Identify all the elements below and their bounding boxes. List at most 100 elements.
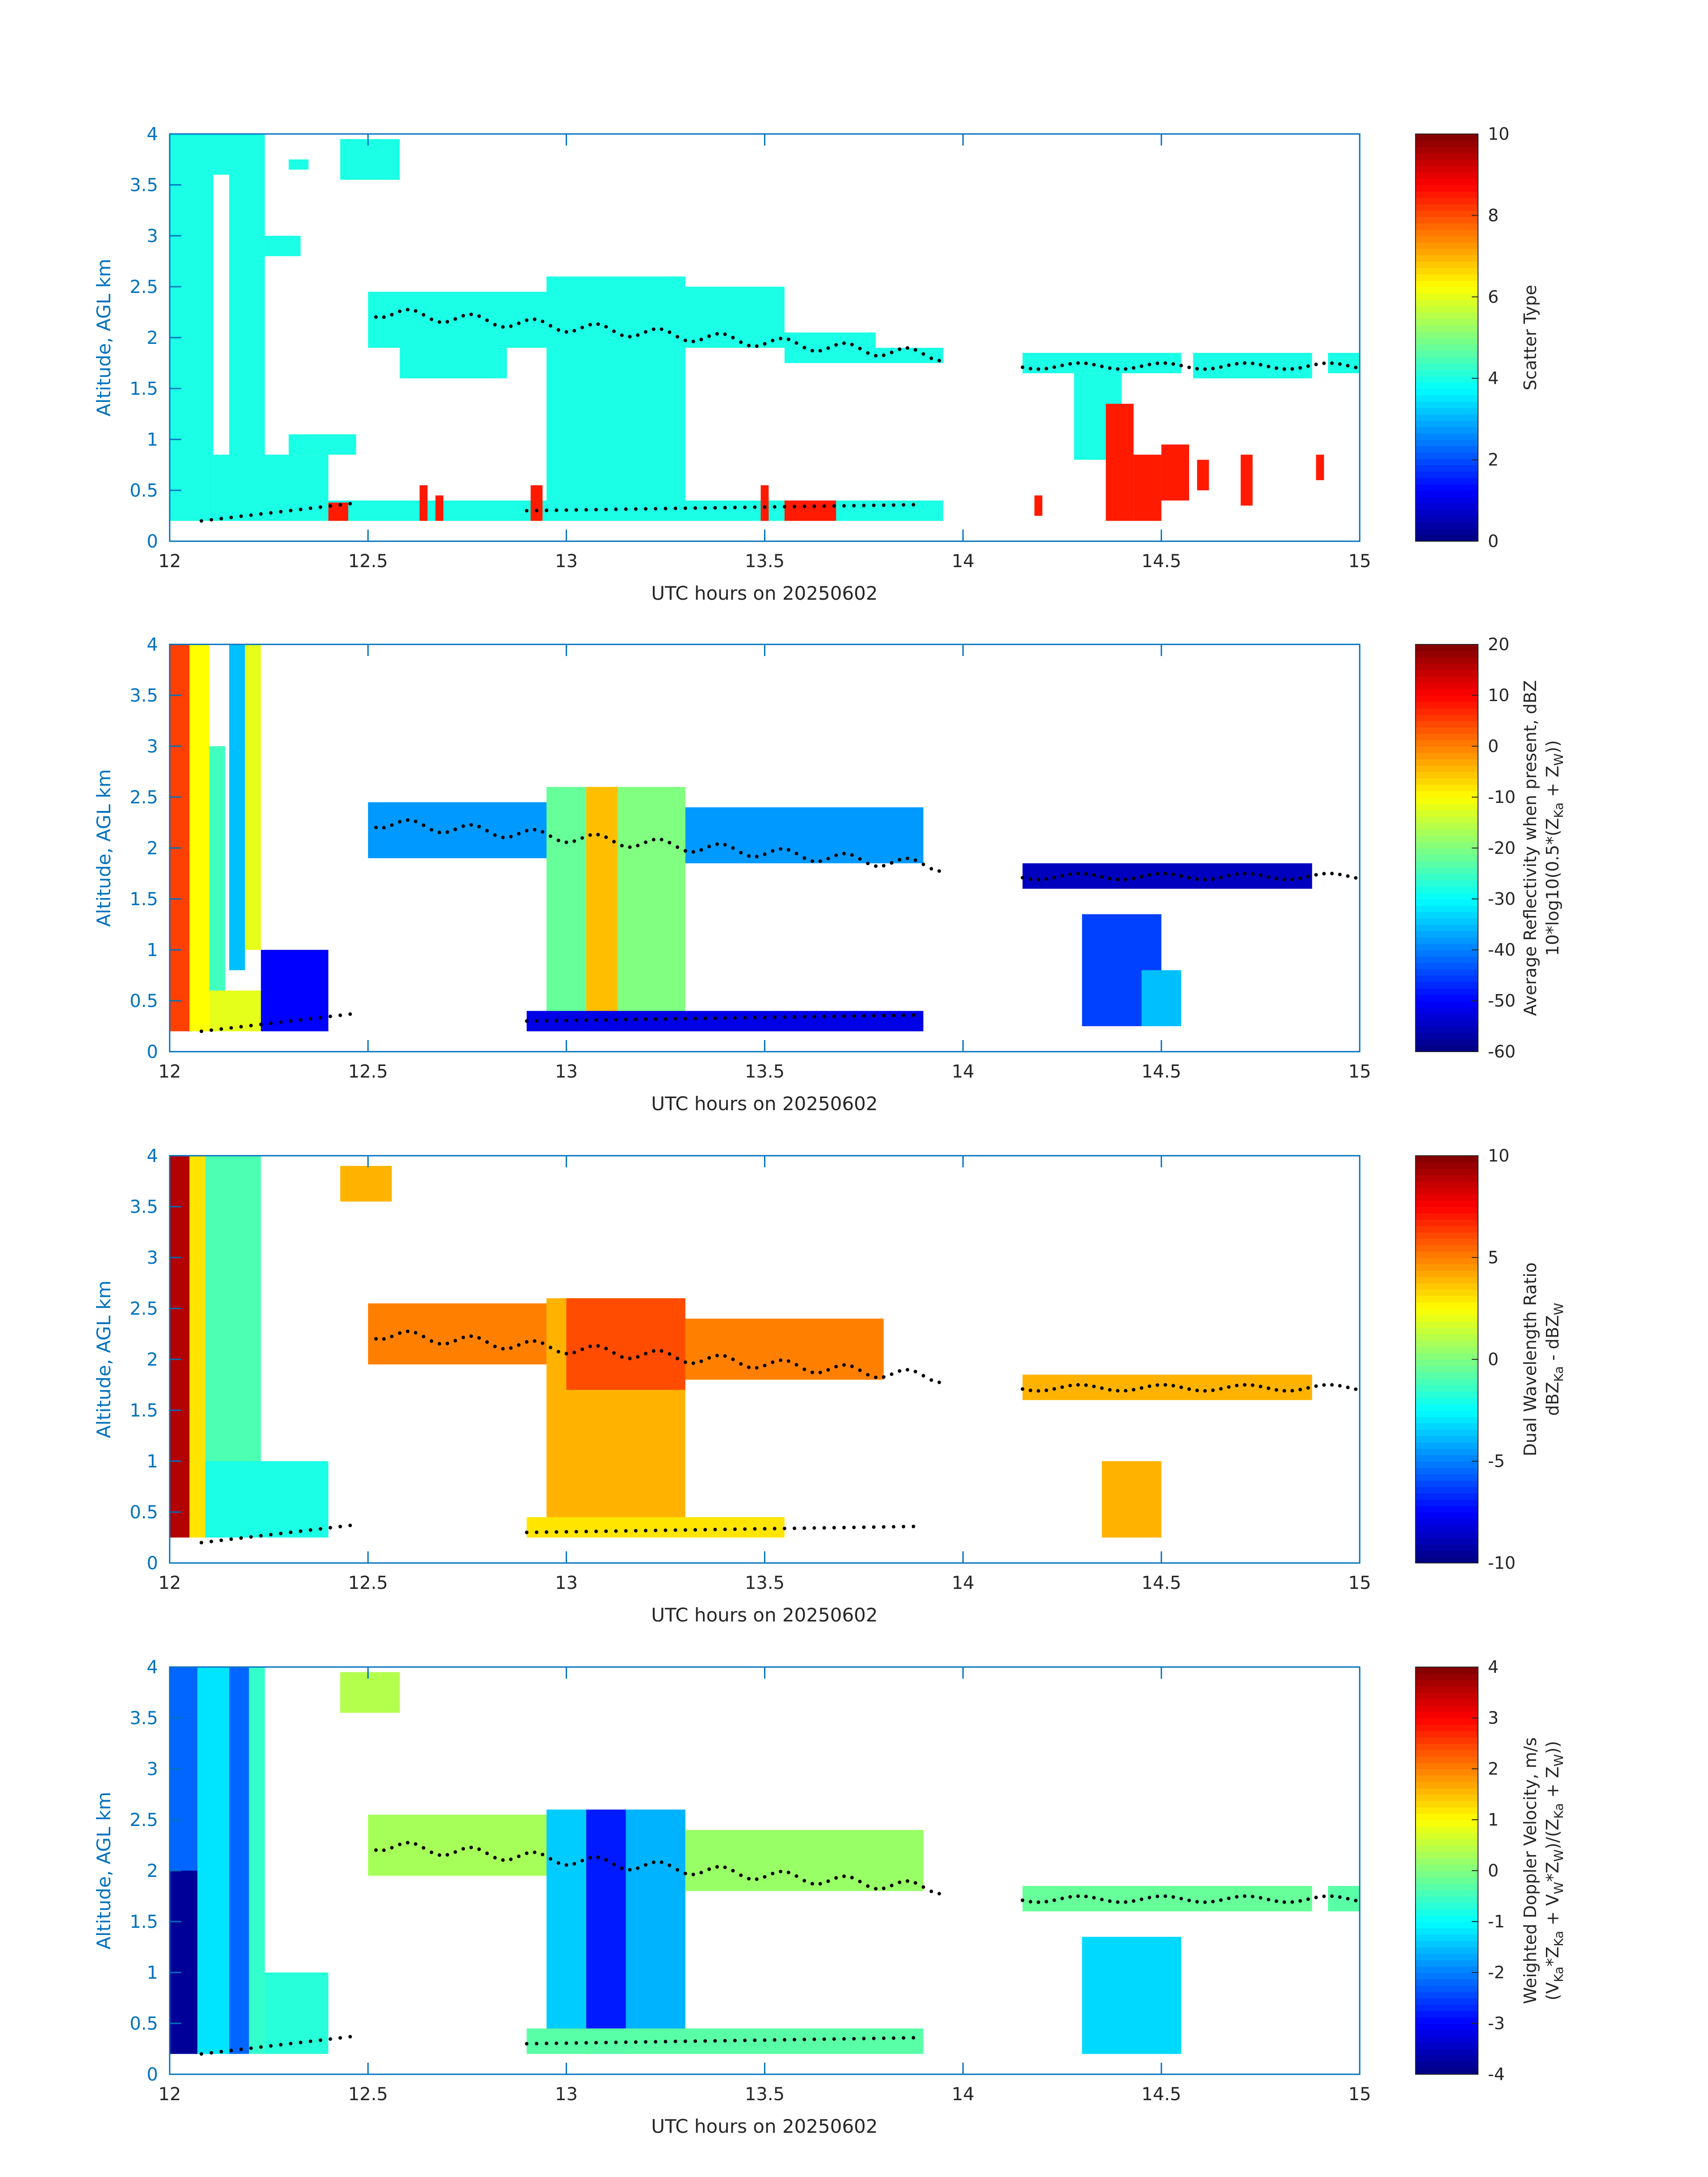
colorbar-swatch — [1416, 389, 1478, 396]
colorbar-swatch — [1416, 2055, 1478, 2062]
cloud-base-dot — [779, 1869, 783, 1873]
cloud-base-dot — [1330, 1383, 1334, 1387]
cloud-base-dot — [902, 503, 906, 507]
heatmap-cell — [419, 485, 428, 521]
cloud-base-dot — [1266, 364, 1270, 368]
cloud-base-dot — [812, 1015, 816, 1019]
cloud-base-dot — [229, 1537, 233, 1541]
colorbar-swatch — [1416, 1032, 1478, 1040]
cloud-base-dot — [328, 2037, 332, 2041]
colorbar-swatch — [1416, 146, 1478, 154]
cloud-base-dot — [422, 823, 426, 827]
xtick-label: 15 — [1349, 551, 1371, 572]
colorbar-tick-label: -10 — [1488, 787, 1516, 807]
heatmap-cell — [1102, 1461, 1161, 1538]
cloud-base-dot — [755, 1366, 759, 1370]
colorbar-swatch — [1416, 841, 1478, 848]
cloud-base-dot — [892, 2036, 896, 2040]
cloud-base-dot — [654, 1529, 658, 1533]
colorbar-swatch — [1416, 733, 1478, 740]
cloud-base-dot — [1036, 1389, 1040, 1393]
cloud-base-dot — [438, 831, 442, 835]
cloud-base-dot — [1132, 366, 1136, 370]
cloud-base-dot — [1044, 367, 1048, 371]
cloud-base-dot — [755, 1877, 759, 1881]
cloud-base-dot — [906, 1368, 910, 1372]
cloud-base-dot — [818, 859, 822, 863]
cloud-base-dot — [584, 508, 588, 512]
cloud-base-dot — [572, 1862, 576, 1866]
cloud-base-dot — [715, 332, 719, 336]
cloud-base-dot — [731, 1868, 735, 1872]
cloud-base-dot — [406, 1329, 409, 1333]
cloud-base-dot — [1211, 1388, 1215, 1392]
heatmap-cell — [213, 455, 329, 521]
colorbar-swatch — [1416, 338, 1478, 345]
colorbar-label-4-line2: (VKa*ZKa + VW*ZW)/(ZKa + ZW)) — [1543, 1741, 1566, 2000]
cloud-base-dot — [786, 337, 790, 341]
cloud-base-dot — [564, 1352, 568, 1356]
cloud-base-dot — [1155, 1383, 1159, 1387]
colorbar-swatch — [1416, 1985, 1478, 1992]
cloud-base-dot — [594, 508, 598, 512]
cloud-base-dot — [1219, 1898, 1223, 1902]
cloud-base-dot — [338, 2036, 342, 2040]
colorbar-swatch — [1416, 1020, 1478, 1027]
cloud-base-dot — [636, 333, 640, 337]
cloud-base-dot — [1235, 1383, 1239, 1387]
cloud-base-dot — [564, 1863, 568, 1867]
cloud-base-dot — [299, 507, 303, 511]
cloud-base-dot — [743, 1527, 747, 1531]
colorbar-swatch — [1416, 1775, 1478, 1782]
cloud-base-dot — [911, 503, 915, 507]
ytick-label: 1.5 — [129, 379, 158, 399]
cloud-base-dot — [1266, 1897, 1270, 1901]
cloud-base-dot — [739, 851, 743, 855]
cloud-base-dot — [773, 505, 777, 509]
cloud-base-dot — [1298, 1899, 1302, 1903]
cloud-base-dot — [872, 503, 876, 507]
colorbar-swatch — [1416, 1794, 1478, 1801]
cloud-base-dot — [1171, 1384, 1175, 1388]
cloud-base-dot — [541, 830, 545, 834]
cloud-base-dot — [866, 861, 870, 865]
cloud-base-dot — [834, 1365, 838, 1369]
cloud-base-dot — [288, 1019, 292, 1023]
cloud-base-dot — [445, 1853, 449, 1857]
cloud-base-dot — [793, 1526, 797, 1530]
colorbar-swatch — [1416, 140, 1478, 147]
cloud-base-dot — [1044, 877, 1048, 881]
cloud-base-dot — [1052, 1898, 1056, 1902]
xtick-label: 12 — [159, 1573, 181, 1593]
cloud-base-dot — [651, 327, 656, 331]
cloud-base-dot — [259, 1534, 263, 1538]
cloud-base-dot — [733, 506, 737, 510]
heatmap-cell — [229, 1667, 249, 2054]
colorbar-swatch — [1416, 1410, 1478, 1417]
colorbar-swatch — [1416, 702, 1478, 709]
cloud-base-dot — [1171, 362, 1175, 366]
panel-2: 12 12.5 13 13.5 14 14.5 15 0 0.5 1 1.5 2 2.5 3 3.5 4 U… — [93, 635, 1566, 1115]
colorbar-swatch — [1416, 522, 1478, 529]
cloud-base-dot — [556, 328, 560, 332]
colorbar-swatch — [1416, 477, 1478, 485]
colorbar-swatch — [1416, 1007, 1478, 1014]
colorbar-swatch — [1416, 535, 1478, 542]
heatmap-cell — [340, 139, 400, 180]
cloud-base-dot — [763, 2038, 767, 2042]
cloud-base-dot — [469, 1846, 473, 1850]
cloud-base-dot — [533, 1850, 537, 1854]
colorbar-tick-label: 0 — [1488, 1861, 1499, 1880]
cloud-base-dot — [1155, 872, 1159, 876]
colorbar-swatch — [1416, 1454, 1478, 1462]
colorbar-swatch — [1416, 1207, 1478, 1214]
cloud-base-dot — [691, 850, 695, 854]
cloud-base-dot — [1052, 876, 1056, 880]
cloud-base-dot — [1140, 1386, 1144, 1390]
cloud-base-dot — [1290, 1900, 1294, 1904]
cloud-base-dot — [644, 330, 647, 334]
heatmap-cell — [368, 1814, 567, 1876]
cloud-base-dot — [892, 1013, 896, 1017]
cloud-base-dot — [753, 2038, 757, 2042]
cloud-base-dot — [1052, 1387, 1056, 1391]
